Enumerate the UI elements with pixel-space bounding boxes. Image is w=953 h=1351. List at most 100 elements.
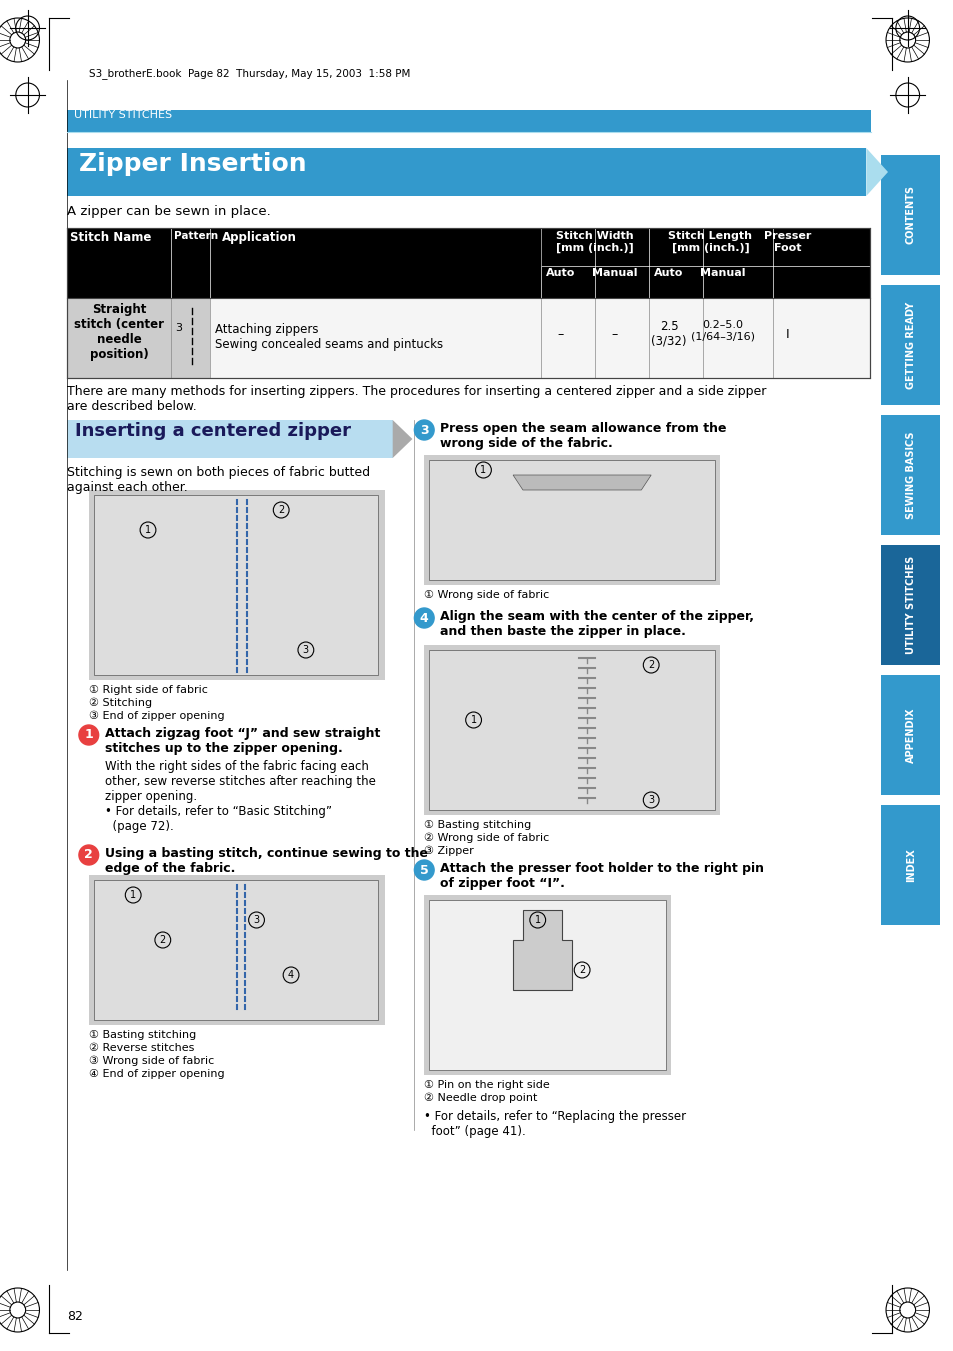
Text: 2: 2 (647, 661, 654, 670)
Text: ① Basting stitching: ① Basting stitching (89, 1029, 196, 1040)
Text: ② Wrong side of fabric: ② Wrong side of fabric (424, 834, 549, 843)
Text: 3: 3 (302, 644, 309, 655)
FancyBboxPatch shape (67, 109, 870, 132)
Text: Press open the seam allowance from the
wrong side of the fabric.: Press open the seam allowance from the w… (439, 422, 726, 450)
Circle shape (414, 420, 434, 440)
Text: Using a basting stitch, continue sewing to the
edge of the fabric.: Using a basting stitch, continue sewing … (105, 847, 427, 875)
Text: 1: 1 (130, 890, 136, 900)
Text: Stitch Width
[mm (inch.)]: Stitch Width [mm (inch.)] (556, 231, 633, 253)
Text: APPENDIX: APPENDIX (904, 708, 915, 763)
Text: ① Basting stitching: ① Basting stitching (424, 820, 531, 830)
Text: ① Wrong side of fabric: ① Wrong side of fabric (424, 590, 549, 600)
Text: S3_brotherE.book  Page 82  Thursday, May 15, 2003  1:58 PM: S3_brotherE.book Page 82 Thursday, May 1… (89, 68, 410, 78)
FancyBboxPatch shape (429, 900, 665, 1070)
Text: Attach the presser foot holder to the right pin
of zipper foot “I”.: Attach the presser foot holder to the ri… (439, 862, 763, 890)
FancyBboxPatch shape (881, 805, 940, 925)
Text: • For details, refer to “Replacing the presser
  foot” (page 41).: • For details, refer to “Replacing the p… (424, 1111, 685, 1138)
FancyBboxPatch shape (424, 894, 670, 1075)
Text: Stitching is sewn on both pieces of fabric butted
against each other.: Stitching is sewn on both pieces of fabr… (67, 466, 370, 494)
Text: ④ End of zipper opening: ④ End of zipper opening (89, 1069, 224, 1079)
FancyBboxPatch shape (89, 875, 384, 1025)
Text: 1: 1 (470, 715, 476, 725)
Text: Application: Application (222, 231, 296, 245)
FancyBboxPatch shape (881, 285, 940, 405)
Text: 3: 3 (647, 794, 654, 805)
FancyBboxPatch shape (93, 494, 377, 676)
Text: Auto: Auto (545, 267, 575, 278)
FancyBboxPatch shape (429, 650, 715, 811)
FancyBboxPatch shape (0, 0, 941, 1351)
Text: ② Needle drop point: ② Needle drop point (424, 1093, 537, 1104)
Text: Manual: Manual (700, 267, 745, 278)
FancyBboxPatch shape (210, 299, 869, 378)
Text: 1: 1 (534, 915, 540, 925)
Polygon shape (513, 911, 572, 990)
Text: 3: 3 (253, 915, 259, 925)
Text: Align the seam with the center of the zipper,
and then baste the zipper in place: Align the seam with the center of the zi… (439, 611, 753, 638)
Text: 0.2–5.0
(1/64–3/16): 0.2–5.0 (1/64–3/16) (691, 320, 755, 342)
Text: Attach zigzag foot “J” and sew straight
stitches up to the zipper opening.: Attach zigzag foot “J” and sew straight … (105, 727, 379, 755)
FancyBboxPatch shape (424, 644, 720, 815)
Text: A zipper can be sewn in place.: A zipper can be sewn in place. (67, 205, 271, 218)
FancyBboxPatch shape (429, 459, 715, 580)
Circle shape (414, 608, 434, 628)
Text: GETTING READY: GETTING READY (904, 301, 915, 389)
Text: 4: 4 (288, 970, 294, 979)
FancyBboxPatch shape (67, 149, 865, 196)
Text: ③ Wrong side of fabric: ③ Wrong side of fabric (89, 1056, 213, 1066)
FancyBboxPatch shape (424, 455, 720, 585)
Text: Attaching zippers
Sewing concealed seams and pintucks: Attaching zippers Sewing concealed seams… (214, 323, 443, 351)
Text: Straight
stitch (center
needle
position): Straight stitch (center needle position) (74, 303, 164, 361)
Text: Stitch Name: Stitch Name (70, 231, 152, 245)
Text: 4: 4 (419, 612, 428, 624)
FancyBboxPatch shape (67, 299, 210, 378)
Text: 5: 5 (419, 863, 428, 877)
Text: ① Right side of fabric: ① Right side of fabric (89, 685, 208, 694)
Text: I: I (784, 328, 788, 340)
Text: 2: 2 (84, 848, 93, 862)
Text: 2: 2 (159, 935, 166, 944)
Polygon shape (513, 476, 651, 490)
FancyBboxPatch shape (881, 544, 940, 665)
FancyBboxPatch shape (67, 420, 393, 458)
Text: 3: 3 (419, 423, 428, 436)
Text: ② Stitching: ② Stitching (89, 698, 152, 708)
FancyBboxPatch shape (881, 155, 940, 276)
Text: UTILITY STITCHES: UTILITY STITCHES (904, 555, 915, 654)
Text: ② Reverse stitches: ② Reverse stitches (89, 1043, 194, 1052)
Text: Inserting a centered zipper: Inserting a centered zipper (75, 422, 351, 440)
Circle shape (414, 861, 434, 880)
Text: INDEX: INDEX (904, 848, 915, 882)
Text: There are many methods for inserting zippers. The procedures for inserting a cen: There are many methods for inserting zip… (67, 385, 765, 413)
Text: 1: 1 (84, 728, 93, 742)
Text: 2: 2 (277, 505, 284, 515)
Text: Stitch Length
[mm (inch.)]: Stitch Length [mm (inch.)] (668, 231, 752, 253)
Text: Zipper Insertion: Zipper Insertion (79, 153, 306, 176)
Text: UTILITY STITCHES: UTILITY STITCHES (74, 109, 172, 120)
Text: ③ Zipper: ③ Zipper (424, 846, 474, 857)
FancyBboxPatch shape (881, 676, 940, 794)
FancyBboxPatch shape (67, 228, 869, 299)
Circle shape (79, 844, 98, 865)
FancyBboxPatch shape (881, 415, 940, 535)
Text: Manual: Manual (591, 267, 637, 278)
Text: 3: 3 (175, 323, 182, 332)
Text: ① Pin on the right side: ① Pin on the right side (424, 1079, 550, 1090)
Text: –: – (611, 328, 618, 340)
Text: Pattern: Pattern (173, 231, 217, 240)
Text: CONTENTS: CONTENTS (904, 185, 915, 245)
FancyBboxPatch shape (93, 880, 377, 1020)
Text: With the right sides of the fabric facing each
other, sew reverse stitches after: With the right sides of the fabric facin… (105, 761, 375, 834)
Text: 82: 82 (67, 1310, 83, 1323)
Text: SEWING BASICS: SEWING BASICS (904, 431, 915, 519)
Text: 2.5
(3/32): 2.5 (3/32) (651, 320, 686, 349)
Text: Auto: Auto (654, 267, 683, 278)
Text: 2: 2 (578, 965, 584, 975)
Text: 1: 1 (145, 526, 151, 535)
Polygon shape (393, 420, 412, 458)
Text: ③ End of zipper opening: ③ End of zipper opening (89, 711, 224, 721)
Circle shape (79, 725, 98, 744)
Text: 1: 1 (480, 465, 486, 476)
FancyBboxPatch shape (89, 490, 384, 680)
Text: –: – (557, 328, 563, 340)
